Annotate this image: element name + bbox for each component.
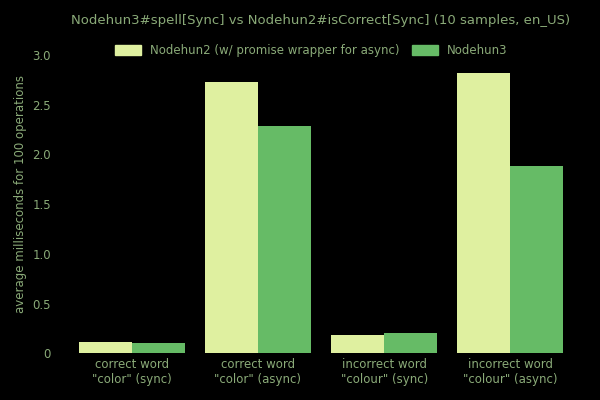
Title: Nodehun3#spell[Sync] vs Nodehun2#isCorrect[Sync] (10 samples, en_US): Nodehun3#spell[Sync] vs Nodehun2#isCorre… bbox=[71, 14, 571, 27]
Y-axis label: average milliseconds for 100 operations: average milliseconds for 100 operations bbox=[14, 75, 27, 313]
Bar bbox=[79, 342, 131, 353]
Bar bbox=[511, 166, 563, 353]
Bar bbox=[384, 333, 437, 353]
Bar bbox=[258, 126, 311, 353]
Bar bbox=[131, 343, 185, 353]
Legend: Nodehun2 (w/ promise wrapper for async), Nodehun3: Nodehun2 (w/ promise wrapper for async),… bbox=[115, 44, 508, 57]
Bar bbox=[457, 73, 511, 353]
Bar bbox=[331, 335, 384, 353]
Bar bbox=[205, 82, 258, 353]
